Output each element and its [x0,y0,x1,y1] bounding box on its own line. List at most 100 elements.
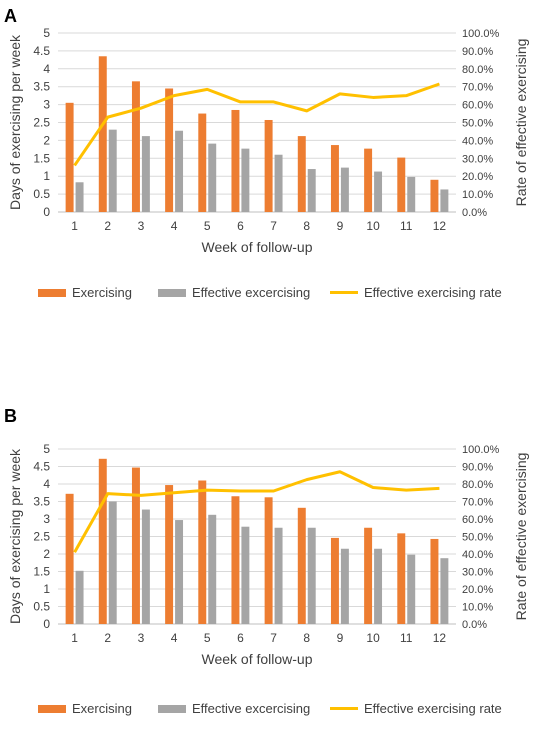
y2-tick-label: 20.0% [462,584,493,596]
bar-effective [340,548,349,624]
y-tick-label: 5 [43,442,50,456]
legend-swatch-exercising [38,704,66,713]
x-tick-label: 2 [104,631,111,645]
x-tick-label: 6 [237,219,244,233]
x-tick-label: 2 [104,219,111,233]
x-tick-label: 9 [337,219,344,233]
line-effective-rate [73,470,440,553]
legend-label-effective: Effective excercising [192,701,311,716]
bar-exercising [364,527,373,624]
y-tick-label: 3 [43,512,50,526]
y-tick-label: 1.5 [33,565,50,579]
legend-label-rate: Effective exercising rate [364,285,502,300]
bar-exercising [65,102,74,212]
bar-exercising [264,119,273,212]
bar-exercising [364,148,373,212]
x-tick-label: 8 [303,631,310,645]
legend-swatch-effective [158,288,186,297]
x-tick-label: 8 [303,219,310,233]
chart-b-plot: 00.511.522.533.544.550.0%10.0%20.0%30.0%… [7,442,529,667]
legend-label-rate: Effective exercising rate [364,701,502,716]
bar-exercising [397,157,406,212]
y-tick-label: 4 [43,477,50,491]
bar-effective [407,554,416,624]
bar-exercising [430,538,439,624]
y2-tick-label: 30.0% [462,567,493,579]
y2-tick-label: 50.0% [462,532,493,544]
y2-axis-title: Rate of effective exercising [513,39,529,207]
bar-exercising [98,458,107,624]
y-tick-label: 4 [43,62,50,76]
x-tick-label: 1 [71,631,78,645]
y-tick-label: 5 [43,26,50,40]
bar-effective [141,136,150,212]
y-tick-label: 2.5 [33,116,50,130]
bar-exercising [297,507,306,624]
x-tick-label: 7 [270,219,277,233]
y-tick-label: 0.5 [33,187,50,201]
y2-tick-label: 40.0% [462,549,493,561]
x-tick-label: 1 [71,219,78,233]
legend-label-exercising: Exercising [72,701,132,716]
bar-effective [340,167,349,212]
legend-item-exercising: Exercising [38,285,132,300]
y2-tick-label: 100.0% [462,28,500,40]
bar-exercising [330,537,339,624]
bar-exercising [198,113,207,212]
y-tick-label: 2 [43,133,50,147]
x-tick-label: 5 [204,631,211,645]
legend-item-effective: Effective excercising [158,285,310,300]
x-tick-label: 10 [366,631,380,645]
bar-exercising [98,56,107,212]
x-tick-label: 11 [400,631,413,645]
legend-item-rate: Effective exercising rate [330,285,502,300]
y-tick-label: 3.5 [33,80,50,94]
y2-tick-label: 30.0% [462,153,493,165]
y2-tick-label: 90.0% [462,462,493,474]
bar-exercising [131,467,140,624]
chart-a-legend: Exercising Effective excercising Effecti… [0,285,536,305]
y-tick-label: 0 [43,617,50,631]
y-tick-label: 4.5 [33,460,50,474]
bar-effective [175,520,184,624]
bar-effective [175,130,184,212]
y2-tick-label: 100.0% [462,444,500,456]
y-tick-label: 0 [43,205,50,219]
bar-exercising [165,88,174,212]
y-tick-label: 1 [43,169,50,183]
bar-exercising [165,485,174,624]
y-tick-label: 2.5 [33,530,50,544]
x-tick-label: 12 [433,219,447,233]
bar-exercising [397,533,406,624]
legend-swatch-rate [330,707,358,710]
bar-exercising [430,179,439,212]
bar-effective [241,148,250,212]
bar-exercising [330,145,339,212]
line-effective-rate [73,82,440,167]
x-tick-label: 3 [138,219,145,233]
bar-effective [307,527,316,624]
x-tick-label: 5 [204,219,211,233]
bar-exercising [231,496,240,624]
legend-label-effective: Effective excercising [192,285,311,300]
y2-tick-label: 0.0% [462,207,487,219]
legend-swatch-exercising [38,288,66,297]
y-tick-label: 3.5 [33,495,50,509]
y-axis-title: Days of exercising per week [7,448,23,624]
legend-item-rate: Effective exercising rate [330,701,502,716]
y-tick-label: 1 [43,582,50,596]
bar-effective [75,182,84,212]
y2-tick-label: 0.0% [462,619,487,631]
chart-a-plot: 00.511.522.533.544.550.0%10.0%20.0%30.0%… [7,26,529,255]
legend-swatch-effective [158,704,186,713]
y2-tick-label: 60.0% [462,100,493,112]
y-tick-label: 4.5 [33,44,50,58]
bar-effective [407,176,416,212]
y2-tick-label: 70.0% [462,82,493,94]
bar-effective [108,129,117,212]
bar-effective [108,501,117,624]
y2-tick-label: 20.0% [462,171,493,183]
bar-exercising [65,493,74,624]
y2-tick-label: 70.0% [462,497,493,509]
x-tick-label: 10 [366,219,380,233]
